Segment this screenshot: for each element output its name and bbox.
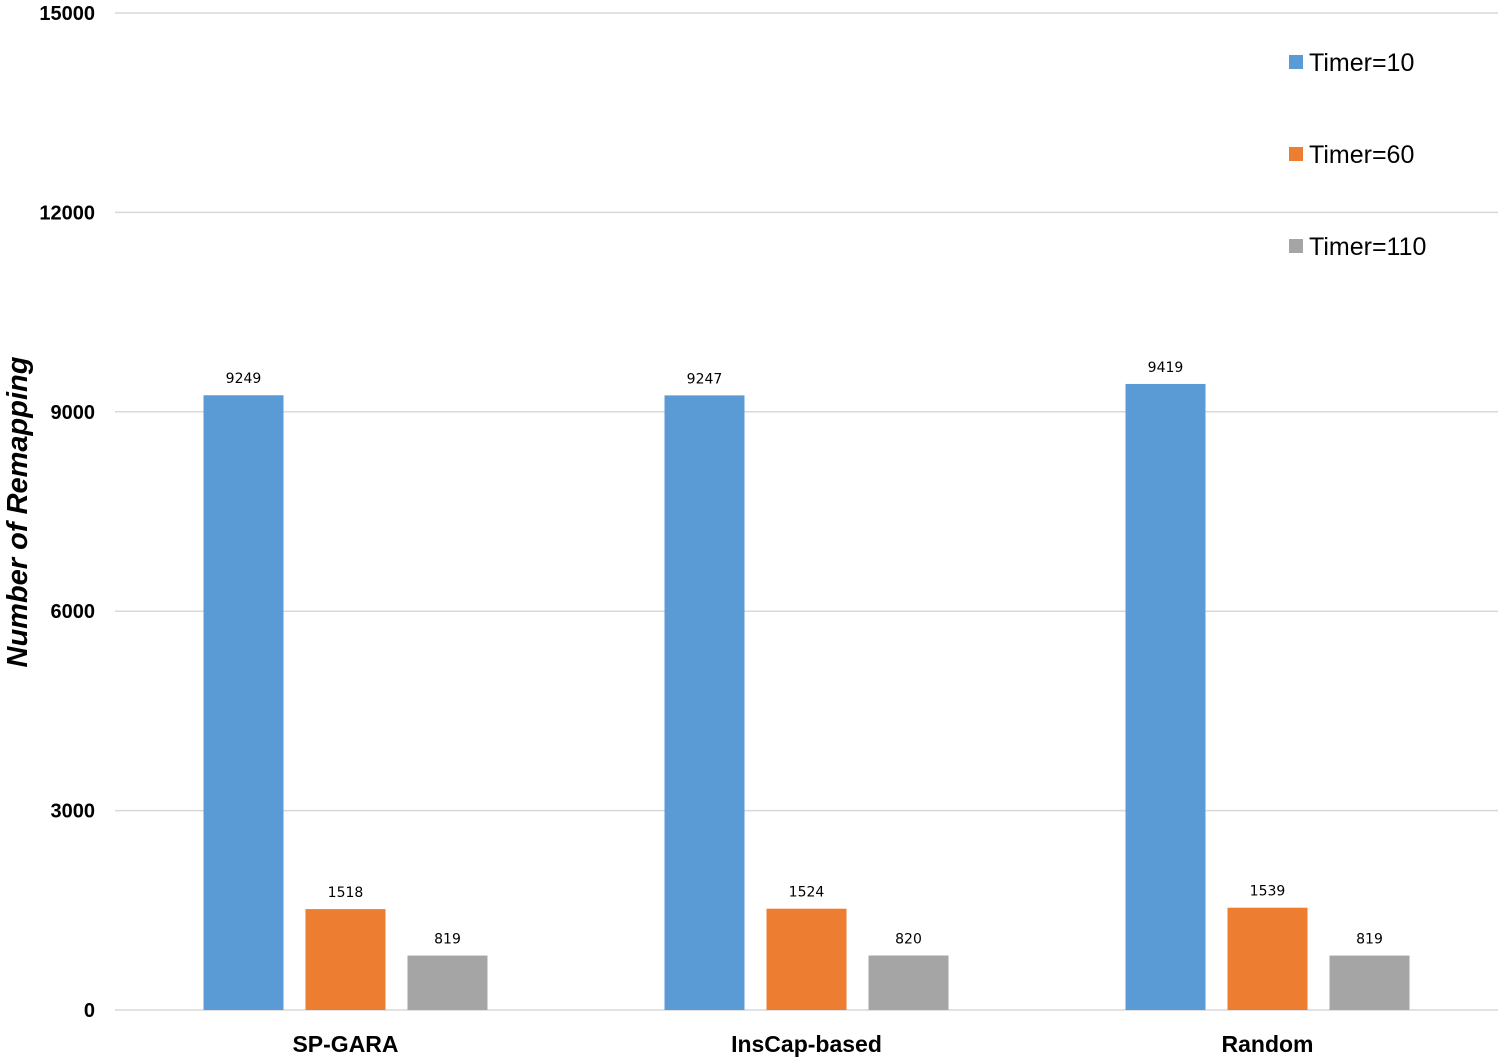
y-tick-label: 6000 (51, 601, 96, 623)
bar-timer-10-sp-gara (203, 395, 284, 1011)
bar-timer-60-inscap-based (766, 908, 847, 1010)
data-label: 1518 (328, 885, 364, 901)
legend-swatch (1289, 239, 1303, 253)
legend-swatch (1289, 55, 1303, 69)
gridlines (115, 12, 1498, 1011)
bar-timer-110-inscap-based (868, 955, 949, 1010)
x-category-label: SP-GARA (292, 1031, 398, 1057)
data-label: 9249 (226, 371, 262, 387)
legend-label: Timer=110 (1309, 233, 1426, 261)
data-label: 9247 (687, 371, 723, 387)
x-category-label: Random (1222, 1031, 1314, 1057)
y-axis-ticks: 0 3000 6000 9000 12000 15000 (39, 3, 95, 1022)
y-tick-label: 9000 (51, 402, 96, 424)
bar-timer-10-random (1125, 383, 1206, 1011)
x-axis-categories: SP-GARA InsCap-based Random (292, 1031, 1313, 1057)
data-labels: 9249 1518 819 9247 1524 820 9419 1539 819 (226, 360, 1383, 948)
data-label: 1524 (789, 885, 825, 901)
legend-label: Timer=60 (1309, 141, 1414, 169)
y-tick-label: 3000 (51, 801, 96, 823)
x-category-label: InsCap-based (731, 1031, 882, 1057)
bar-timer-60-random (1227, 907, 1308, 1010)
bar-timer-60-sp-gara (305, 909, 386, 1010)
legend-label: Timer=10 (1309, 49, 1414, 77)
bar-timer-110-sp-gara (407, 955, 488, 1010)
y-tick-label: 12000 (39, 202, 95, 224)
y-axis-label: Number of Remapping (2, 356, 34, 667)
legend: Timer=10 Timer=60 Timer=110 (1289, 49, 1426, 261)
data-label: 1539 (1250, 884, 1286, 900)
y-tick-label: 15000 (39, 3, 95, 25)
legend-swatch (1289, 147, 1303, 161)
data-label: 819 (1356, 932, 1383, 948)
y-tick-label: 0 (84, 1000, 95, 1022)
data-label: 820 (895, 931, 922, 947)
bar-timer-10-inscap-based (664, 395, 745, 1011)
bars (203, 383, 1410, 1011)
bar-timer-110-random (1329, 955, 1410, 1010)
data-label: 819 (434, 932, 461, 948)
data-label: 9419 (1148, 360, 1184, 376)
